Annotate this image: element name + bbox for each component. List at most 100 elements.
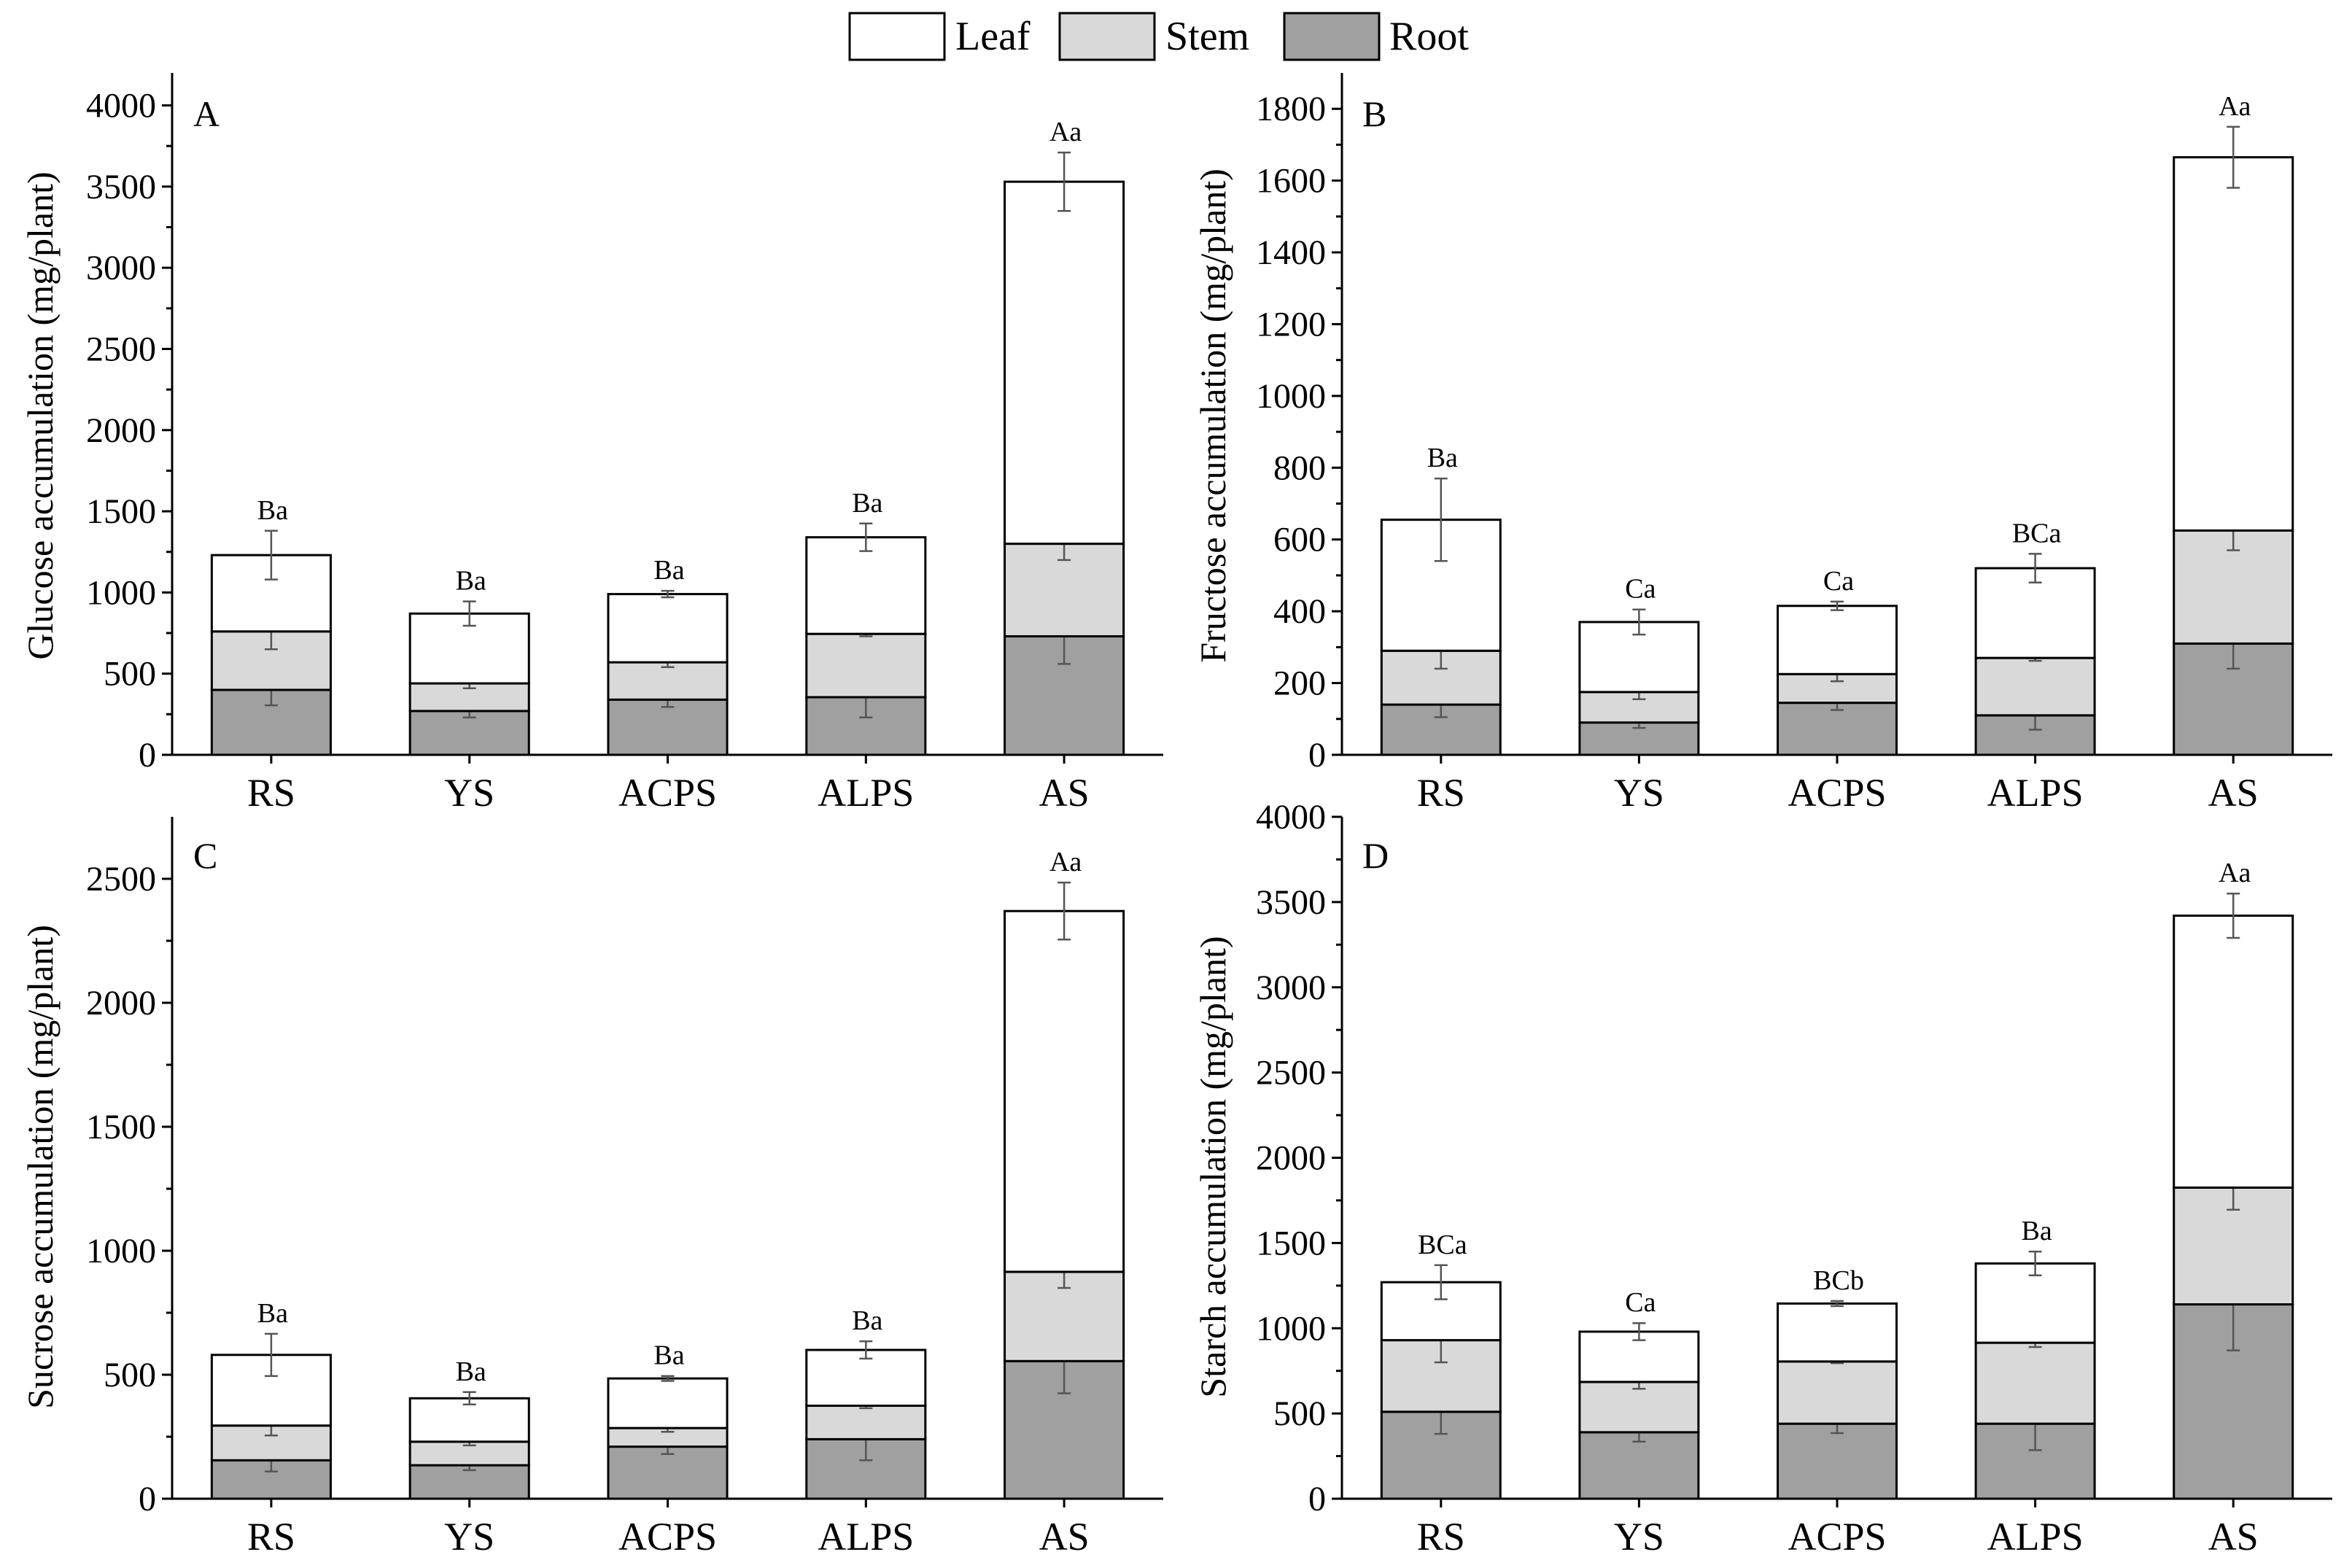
- y-tick-label: 2500: [86, 330, 156, 368]
- y-tick-label: 4000: [86, 87, 156, 125]
- x-tick-label: ACPS: [618, 1515, 717, 1559]
- significance-label: Aa: [2219, 858, 2251, 888]
- bar-stem-alps: [1974, 1341, 2096, 1425]
- legend-item-stem: Stem: [1058, 12, 1249, 61]
- x-tick-label: AS: [1039, 1515, 1090, 1559]
- y-tick-label: 500: [1273, 1394, 1326, 1433]
- y-axis-label: Starch accumulation (mg/plant): [1192, 936, 1233, 1397]
- y-tick-label: 500: [104, 1356, 156, 1394]
- y-tick-label: 600: [1273, 521, 1326, 559]
- bar-leaf-as: [1004, 180, 1125, 546]
- x-tick-label: YS: [1614, 1515, 1664, 1559]
- y-axis-label: Fructose accumulation (mg/plant): [1192, 168, 1233, 663]
- y-tick-label: 2500: [1256, 1054, 1326, 1092]
- y-axis-label: Sucrose accumulation (mg/plant): [20, 925, 61, 1409]
- x-tick-label: ALPS: [1987, 771, 2084, 815]
- x-tick-label: RS: [1417, 1515, 1465, 1559]
- bar-root-acps: [607, 698, 729, 756]
- significance-label: Aa: [1049, 117, 1082, 147]
- significance-label: Ba: [456, 1357, 486, 1387]
- y-tick-label: 3000: [1256, 969, 1326, 1007]
- bar-leaf-acps: [1777, 605, 1898, 675]
- bar-stem-ys: [1578, 1381, 1700, 1434]
- bar-leaf-alps: [805, 536, 927, 635]
- significance-label: Ba: [257, 495, 288, 526]
- legend-item-leaf: Leaf: [848, 12, 1031, 61]
- bar-leaf-ys: [408, 1397, 530, 1443]
- x-tick-label: RS: [1417, 771, 1465, 815]
- x-tick-label: YS: [444, 1515, 494, 1559]
- bar-stem-acps: [607, 661, 729, 701]
- panel-letter: C: [193, 835, 217, 876]
- y-tick-label: 1000: [86, 1232, 156, 1270]
- x-tick-label: YS: [1614, 771, 1664, 815]
- y-tick-label: 2000: [86, 984, 156, 1022]
- legend-swatch-stem: [1058, 12, 1156, 61]
- y-tick-label: 400: [1273, 592, 1326, 631]
- significance-label: Ca: [1823, 566, 1854, 597]
- x-tick-label: ALPS: [1987, 1515, 2084, 1559]
- y-tick-label: 2000: [1256, 1139, 1326, 1178]
- y-tick-label: 1800: [1256, 90, 1326, 128]
- bar-leaf-rs: [1380, 1281, 1502, 1342]
- bar-root-acps: [607, 1445, 729, 1500]
- y-tick-label: 3500: [1256, 883, 1326, 922]
- significance-label: Aa: [1049, 847, 1082, 877]
- y-tick-label: 500: [104, 655, 156, 694]
- legend-item-root: Root: [1283, 12, 1469, 61]
- y-tick-label: 1000: [86, 573, 156, 612]
- bar-root-ys: [1578, 1431, 1700, 1500]
- bar-leaf-as: [1004, 909, 1125, 1273]
- significance-label: BCa: [1418, 1230, 1467, 1260]
- y-tick-label: 800: [1273, 449, 1326, 487]
- y-tick-label: 1400: [1256, 233, 1326, 272]
- x-tick-label: ALPS: [818, 1515, 914, 1559]
- plot-area: 0 500 1000 1500 2000 2500 3000 3500 4000 RS Ba BCa B…: [1256, 798, 2332, 1559]
- bar-leaf-acps: [607, 593, 729, 664]
- plot-area: 0 500 1000 1500 2000 2500 3000 3500 4000 RS Ba Ba Ba…: [86, 73, 1163, 815]
- y-tick-label: 1000: [1256, 1309, 1326, 1348]
- x-tick-label: ACPS: [1788, 771, 1886, 815]
- y-tick-label: 2000: [86, 411, 156, 450]
- bar-root-acps: [1777, 1422, 1898, 1500]
- y-tick-label: 0: [1308, 736, 1326, 775]
- legend-label-leaf: Leaf: [955, 14, 1031, 59]
- significance-label: Ba: [456, 566, 486, 597]
- x-tick-label: ACPS: [1788, 1515, 1886, 1559]
- legend-swatch-root: [1283, 12, 1381, 61]
- bar-stem-alps: [805, 632, 927, 699]
- panel-d: D Starch accumulation (mg/plant) 0 500 100…: [1192, 798, 2332, 1559]
- x-tick-label: AS: [2208, 771, 2259, 815]
- significance-label: Ba: [653, 1340, 684, 1371]
- bar-leaf-acps: [607, 1377, 729, 1429]
- bar-leaf-acps: [1777, 1302, 1898, 1363]
- significance-label: Ba: [852, 1305, 882, 1336]
- legend-label-stem: Stem: [1165, 14, 1249, 59]
- x-tick-label: ACPS: [618, 771, 717, 815]
- panel-letter: D: [1362, 835, 1389, 876]
- panel-letter: B: [1362, 93, 1386, 134]
- plot-area: 020040060080010001200140016001800RSBbBbB…: [1256, 73, 2332, 815]
- x-tick-label: RS: [247, 771, 295, 815]
- panel-c: C Sucrose accumulation (mg/plant) 0 500 10…: [20, 817, 1163, 1559]
- y-tick-label: 1500: [86, 1108, 156, 1146]
- y-tick-label: 2500: [86, 860, 156, 899]
- y-tick-label: 0: [139, 1480, 156, 1518]
- significance-label: Ba: [653, 555, 684, 586]
- bar-leaf-as: [2173, 156, 2294, 532]
- x-tick-label: AS: [1039, 771, 1090, 815]
- legend: Leaf Stem Root: [848, 12, 1469, 61]
- x-tick-label: ALPS: [818, 771, 914, 815]
- significance-label: BCb: [1813, 1265, 1864, 1296]
- significance-label: Ba: [1427, 443, 1458, 473]
- legend-swatch-leaf: [848, 12, 946, 61]
- legend-label-root: Root: [1389, 14, 1469, 59]
- bar-leaf-alps: [1974, 1262, 2096, 1344]
- panel-a: A Glucose accumulation (mg/plant) 0 500 10…: [20, 73, 1163, 815]
- significance-label: Ca: [1625, 574, 1656, 605]
- y-tick-label: 1500: [1256, 1224, 1326, 1262]
- significance-label: Ba: [2021, 1216, 2052, 1246]
- significance-label: Aa: [2219, 91, 2251, 122]
- x-tick-label: YS: [444, 771, 494, 815]
